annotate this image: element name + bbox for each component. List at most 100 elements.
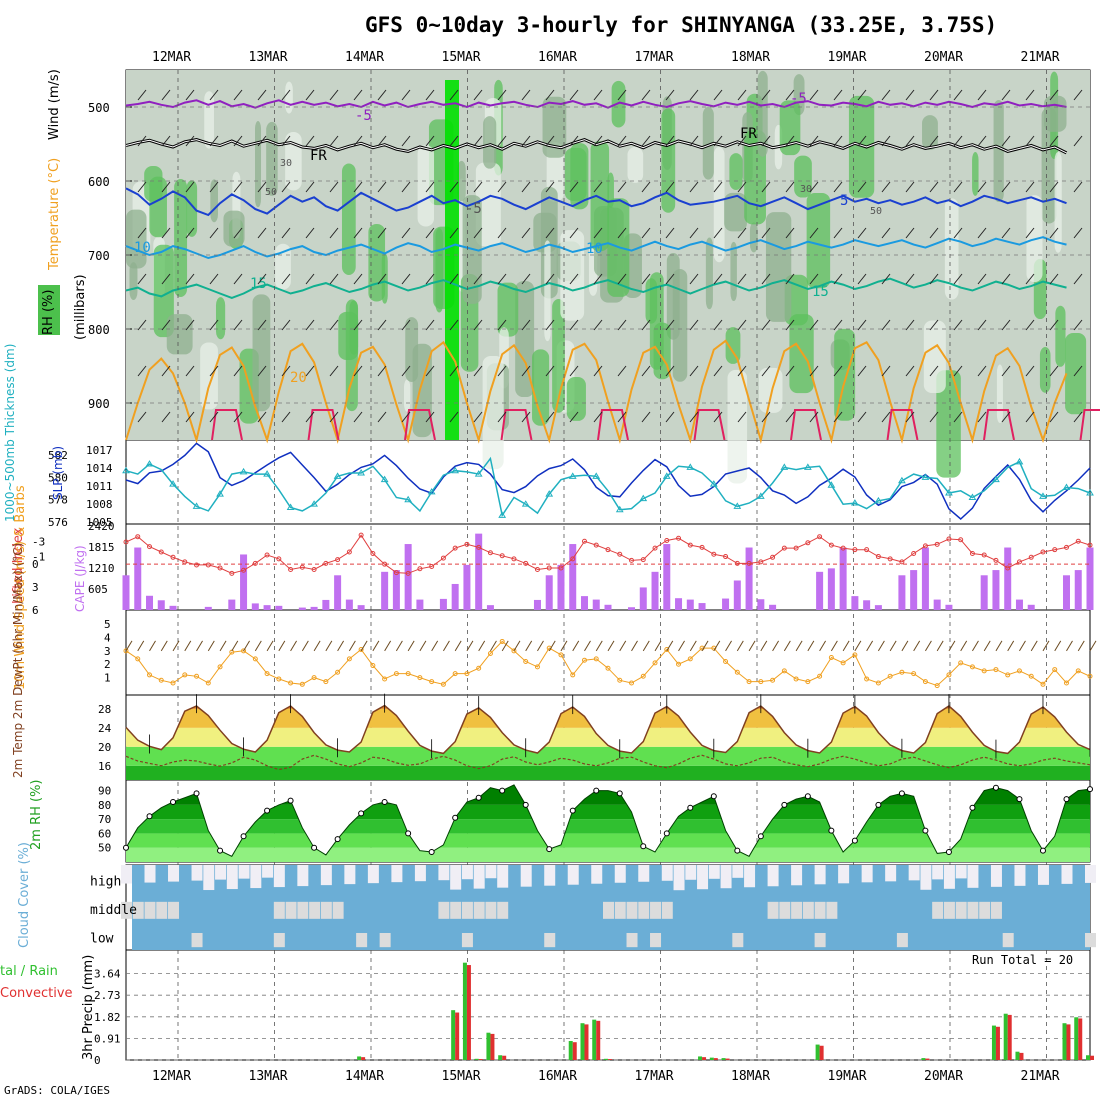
wind-barb <box>137 273 147 285</box>
lifted-index-marker <box>417 566 423 572</box>
wind-barb <box>1049 181 1059 193</box>
wind-speed-line <box>125 640 1091 687</box>
precip-total-bar <box>474 1058 479 1060</box>
wind-barb-10m <box>983 640 991 652</box>
wind-barb-10m <box>783 640 791 652</box>
wind-speed-marker <box>817 673 823 679</box>
wind-barb <box>785 135 795 147</box>
wind-barb <box>713 273 723 285</box>
slp-tick-label: 1008 <box>86 498 113 511</box>
cloud-high-cell <box>591 865 603 884</box>
pressure-tick-label: 500 <box>88 101 110 115</box>
rh-cell <box>834 328 856 421</box>
lifted-index-marker <box>546 565 552 571</box>
wind-barb <box>929 273 939 285</box>
rh-tick-label: 80 <box>98 799 111 812</box>
lifted-index-marker <box>652 545 658 551</box>
cloud-high-cell <box>414 865 426 882</box>
thickness-marker <box>145 460 154 467</box>
wind-barb <box>521 319 531 331</box>
wind-barb <box>1025 365 1035 377</box>
rh-marker <box>757 833 764 840</box>
rh-cell <box>533 212 557 253</box>
wind-speed-marker <box>1063 680 1069 686</box>
wind-barb <box>473 411 483 423</box>
thickness-marker <box>498 511 507 518</box>
cloud-high-cell <box>1014 865 1026 886</box>
cape-axis-label: CAPE (J/kg) <box>73 545 87 612</box>
wind-barb <box>353 135 363 147</box>
lifted-index-marker <box>864 547 870 553</box>
cloud-middle-cell <box>121 901 132 919</box>
wind-barb <box>473 89 483 101</box>
cloud-middle-cell <box>932 901 944 919</box>
lifted-index-marker <box>581 538 587 544</box>
thickness-marker <box>474 470 483 477</box>
rh-cell <box>661 108 676 213</box>
wind-barb <box>185 227 195 239</box>
wind-barb <box>641 181 651 193</box>
wind-barb <box>497 411 507 423</box>
wind-barb <box>641 365 651 377</box>
lifted-index-marker <box>758 559 764 565</box>
wind-barb <box>905 135 915 147</box>
wind-barb <box>713 135 723 147</box>
wind-barb <box>185 89 195 101</box>
cloud-high-cell <box>485 865 497 879</box>
rh-cell <box>341 163 356 276</box>
slp-tick-label: 1005 <box>86 516 113 529</box>
cloud-middle-cell <box>461 901 473 919</box>
lifted-index-marker <box>734 560 740 566</box>
cloud-middle-cell <box>614 901 626 919</box>
wind-barb <box>833 89 843 101</box>
wind-barb <box>833 273 843 285</box>
cloud-high-cell <box>497 865 509 888</box>
cloud-low-cell <box>732 933 744 948</box>
wind-speed-marker <box>1087 673 1093 679</box>
wind-barb-10m <box>772 640 780 652</box>
rh-cell <box>972 151 979 196</box>
cloud-high-cell <box>920 865 932 890</box>
wind-barb <box>1025 89 1035 101</box>
wind-barb <box>377 365 387 377</box>
wind-barb <box>305 319 315 331</box>
wind-barb <box>713 89 723 101</box>
rh-cell <box>672 268 688 382</box>
cloud-middle-cell <box>473 901 485 919</box>
thickness-marker <box>639 494 648 502</box>
rh-cell <box>713 146 725 263</box>
cape-bar <box>228 599 236 610</box>
wind-barb-10m <box>736 640 744 652</box>
wind-barb <box>233 135 243 147</box>
rh-marker <box>146 813 153 820</box>
isotherm-25 <box>1079 409 1100 441</box>
cape-bar <box>910 570 918 610</box>
cloud-high-cell <box>861 865 873 883</box>
wind-barb-10m <box>490 640 497 652</box>
wind-barb <box>161 227 171 239</box>
date-label-bottom: 19MAR <box>828 1069 867 1084</box>
cape-bar <box>745 547 753 610</box>
wind-barb-10m <box>901 640 909 652</box>
cape-bar <box>898 575 906 610</box>
2m-rh-line <box>125 784 1091 857</box>
wind-barb <box>1073 365 1083 377</box>
wind-barb <box>1049 89 1059 101</box>
wind-barb <box>377 135 387 147</box>
precip-tick-label: 0 <box>94 1054 101 1067</box>
lifted-index-marker <box>911 550 917 556</box>
wind-barb-10m <box>243 640 250 652</box>
cape-bar <box>816 571 824 610</box>
li-tick-label: 3 <box>32 581 39 594</box>
wind-barb <box>593 273 603 285</box>
wind-barb <box>233 227 243 239</box>
wind-barb <box>233 273 243 285</box>
cloud-high-cell <box>955 865 967 879</box>
date-label-top: 14MAR <box>345 50 384 65</box>
rh-cell <box>266 121 278 196</box>
wind-barb <box>617 411 627 423</box>
cloud-high-cell <box>344 865 356 885</box>
rh-cell <box>996 364 1003 423</box>
wind-barb <box>521 273 531 285</box>
date-label-top: 15MAR <box>442 50 481 65</box>
